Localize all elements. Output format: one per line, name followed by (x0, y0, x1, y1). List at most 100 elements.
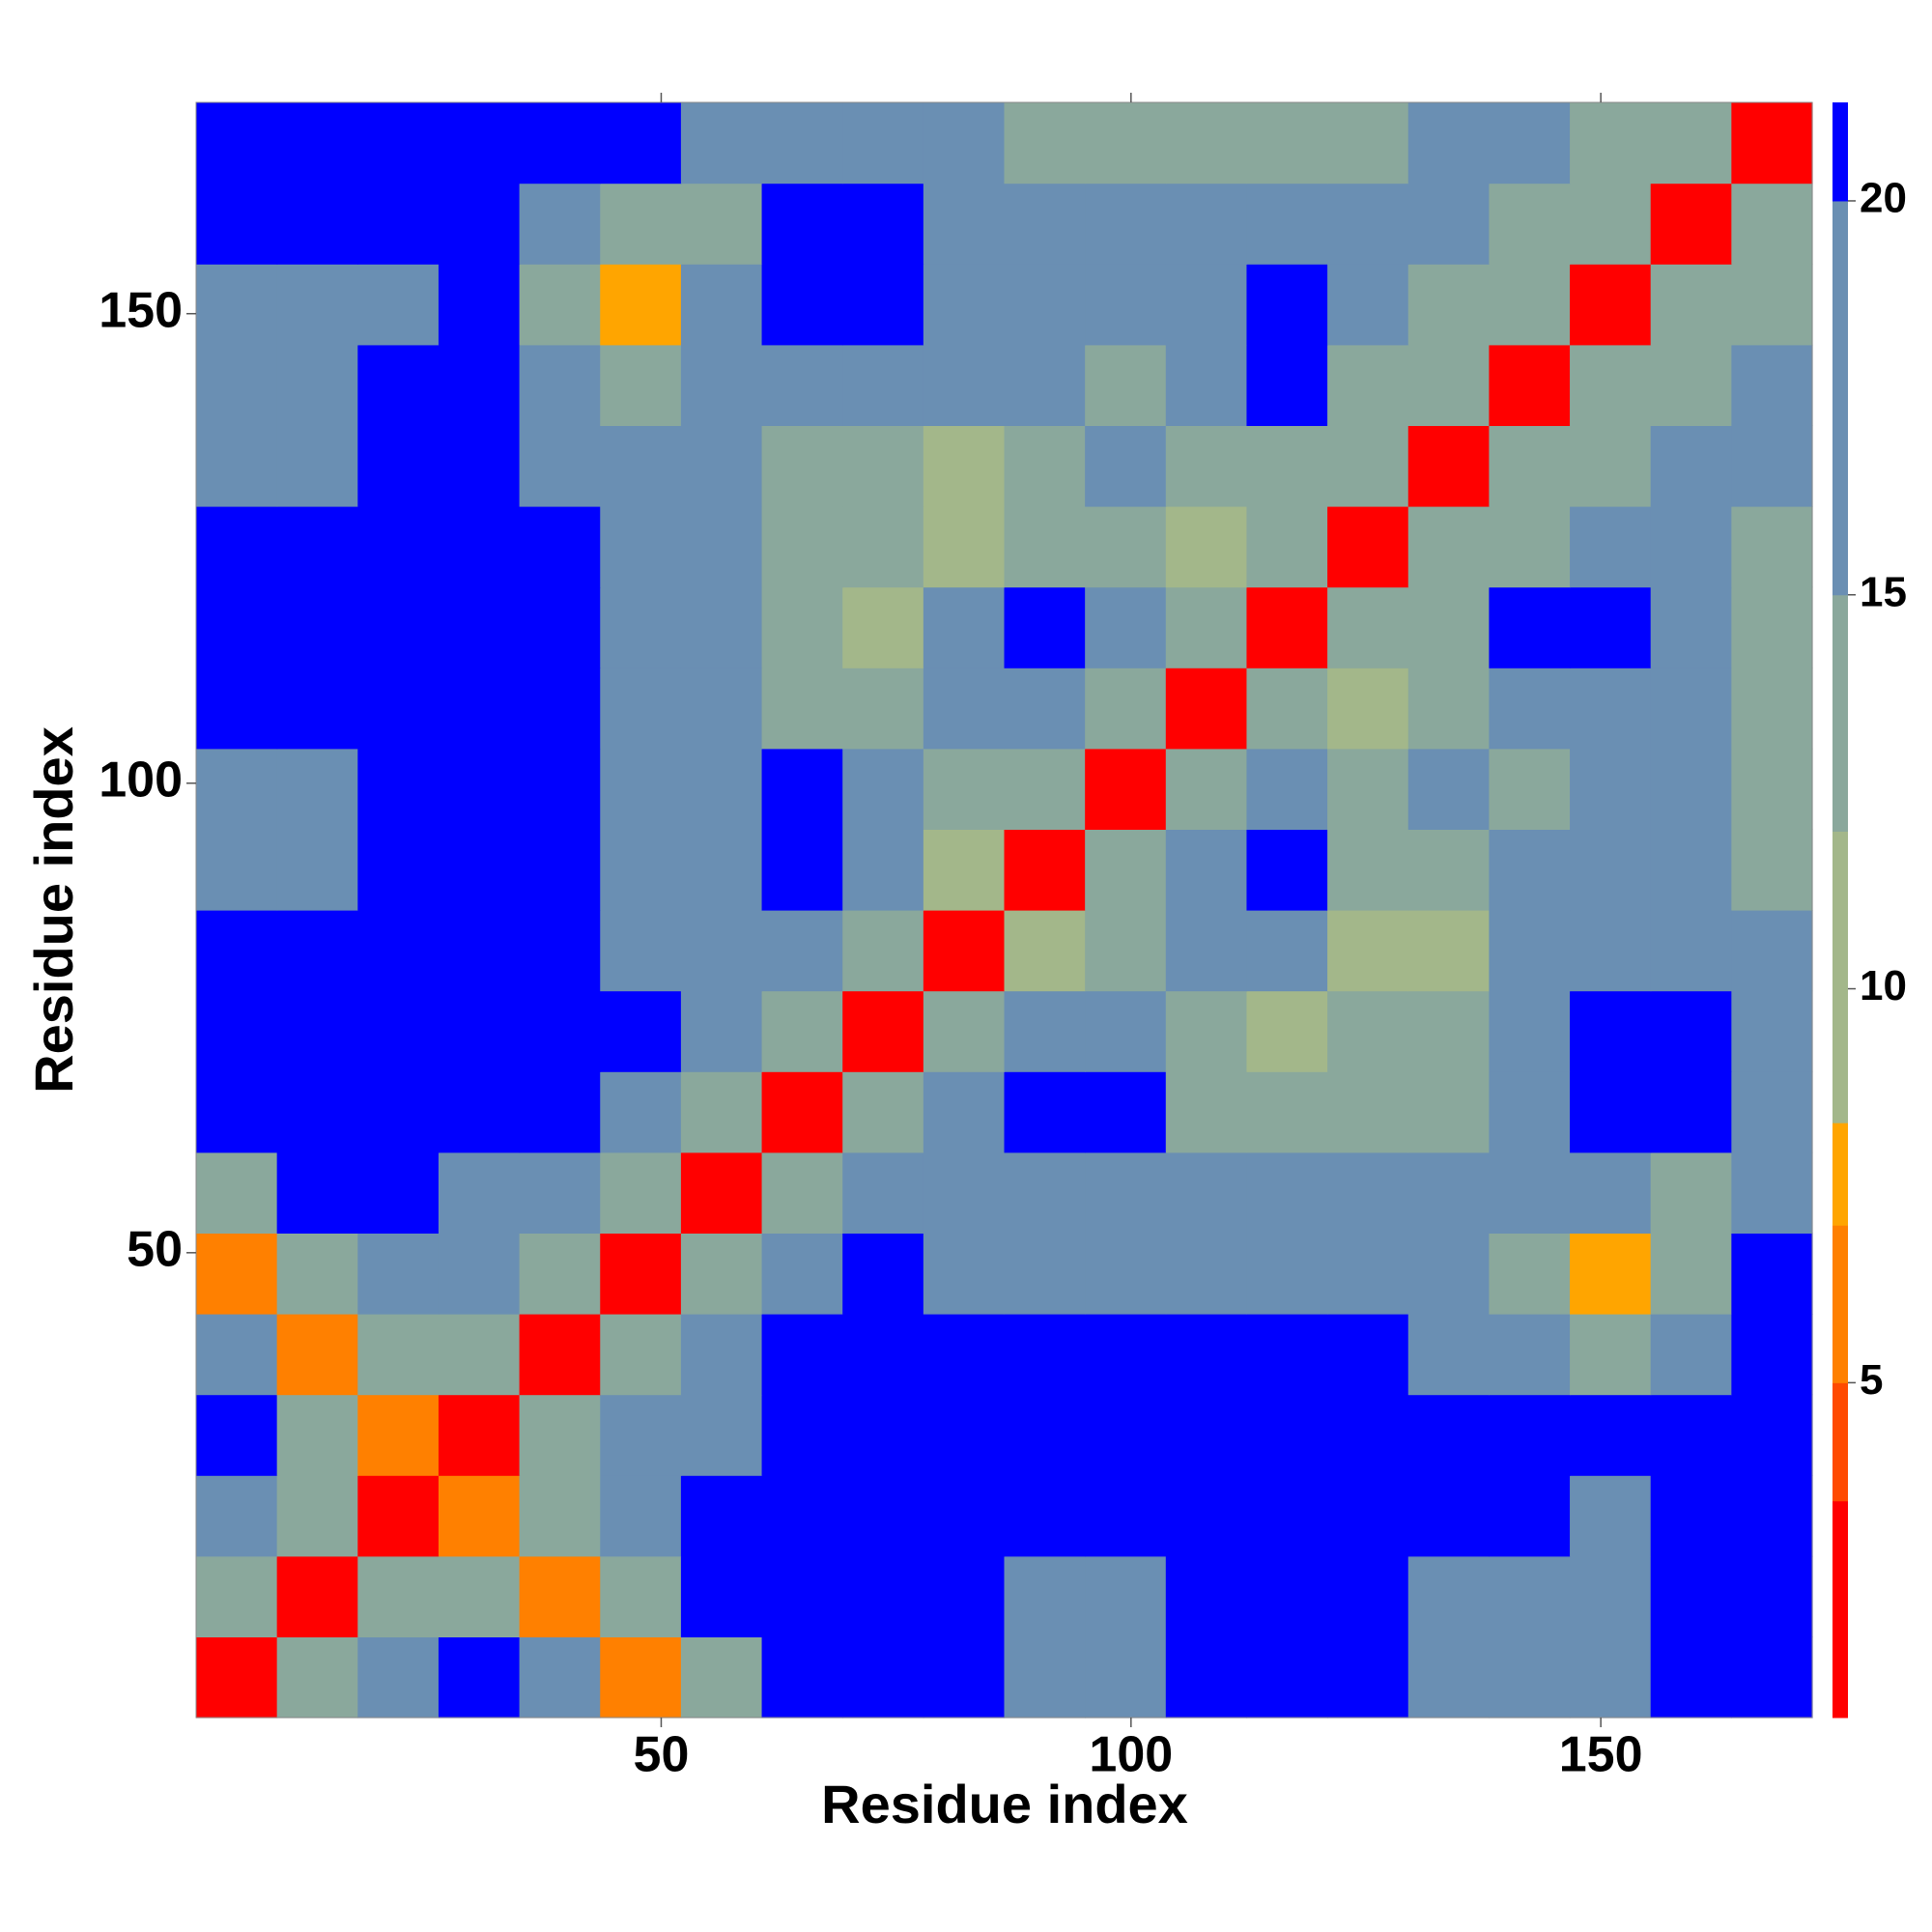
heatmap-cell (519, 1151, 601, 1234)
heatmap-cell (1407, 1314, 1490, 1396)
heatmap-cell (1085, 264, 1167, 346)
heatmap-cell (1085, 829, 1167, 911)
heatmap-cell (923, 425, 1006, 507)
heatmap-cell (1407, 1636, 1490, 1719)
heatmap-cell (680, 1475, 763, 1557)
heatmap-cell (1407, 586, 1490, 668)
heatmap-cell (1570, 1475, 1652, 1557)
heatmap-cell (1650, 183, 1732, 265)
heatmap-cell (600, 1636, 682, 1719)
heatmap-cell (1407, 1394, 1490, 1476)
heatmap-cell (1085, 910, 1167, 992)
heatmap-cell (842, 264, 924, 346)
heatmap (196, 102, 1813, 1719)
heatmap-cell (357, 506, 440, 588)
y-tick-label: 100 (99, 753, 183, 809)
heatmap-cell (842, 1555, 924, 1637)
heatmap-cell (1570, 344, 1652, 426)
heatmap-cell (1731, 1394, 1813, 1476)
heatmap-cell (357, 102, 440, 185)
colorbar-band (1833, 831, 1848, 1123)
heatmap-cell (519, 264, 601, 346)
heatmap-cell (1165, 264, 1248, 346)
heatmap-cell (357, 748, 440, 830)
heatmap-cell (1165, 1636, 1248, 1719)
heatmap-cell (842, 1314, 924, 1396)
colorbar-tick-label: 10 (1860, 962, 1907, 1009)
heatmap-cell (1004, 1151, 1086, 1234)
heatmap-cell (1489, 183, 1571, 265)
heatmap-cell (276, 1636, 358, 1719)
heatmap-cell (519, 990, 601, 1072)
heatmap-cell (1165, 1555, 1248, 1637)
heatmap-cell (1731, 1555, 1813, 1637)
heatmap-cell (1085, 586, 1167, 668)
heatmap-cell (761, 183, 843, 265)
heatmap-cell (438, 1314, 521, 1396)
heatmap-cell (1004, 668, 1086, 750)
heatmap-cell (761, 748, 843, 830)
heatmap-cell (1327, 1233, 1409, 1315)
heatmap-cell (196, 990, 278, 1072)
heatmap-cell (438, 829, 521, 911)
heatmap-cell (1489, 1394, 1571, 1476)
heatmap-cell (196, 829, 278, 911)
colorbar-band (1833, 1500, 1848, 1719)
heatmap-cell (196, 1151, 278, 1234)
heatmap-cell (519, 506, 601, 588)
heatmap-cell (761, 1314, 843, 1396)
heatmap-cell (923, 586, 1006, 668)
heatmap-cell (1731, 344, 1813, 426)
heatmap-cell (196, 1071, 278, 1153)
heatmap-cell (438, 1394, 521, 1476)
heatmap-cell (1327, 425, 1409, 507)
heatmap-cell (519, 748, 601, 830)
heatmap-cell (438, 102, 521, 185)
heatmap-cell (923, 668, 1006, 750)
x-tick-label: 50 (634, 1727, 690, 1783)
heatmap-cell (1004, 1636, 1086, 1719)
heatmap-cell (276, 1555, 358, 1637)
heatmap-cell (1650, 1475, 1732, 1557)
heatmap-cell (1731, 1151, 1813, 1234)
heatmap-cell (1165, 1071, 1248, 1153)
heatmap-cell (1327, 990, 1409, 1072)
heatmap-cell (357, 1071, 440, 1153)
heatmap-cell (519, 1233, 601, 1315)
heatmap-cell (680, 425, 763, 507)
heatmap-cell (1085, 102, 1167, 185)
heatmap-cell (923, 829, 1006, 911)
heatmap-cell (1731, 506, 1813, 588)
colorbar-band (1833, 1122, 1848, 1226)
heatmap-cell (1327, 1314, 1409, 1396)
heatmap-cell (842, 1233, 924, 1315)
heatmap-cell (680, 1636, 763, 1719)
heatmap-cell (1085, 990, 1167, 1072)
heatmap-cell (1407, 344, 1490, 426)
heatmap-cell (519, 1475, 601, 1557)
heatmap-cell (680, 1233, 763, 1315)
heatmap-cell (761, 344, 843, 426)
heatmap-cell (276, 344, 358, 426)
heatmap-cell (923, 910, 1006, 992)
heatmap-cell (357, 1636, 440, 1719)
heatmap-cell (1327, 264, 1409, 346)
heatmap-cell (1407, 668, 1490, 750)
heatmap-cell (680, 748, 763, 830)
heatmap-cell (1246, 1071, 1328, 1153)
heatmap-cell (519, 586, 601, 668)
heatmap-cell (196, 1475, 278, 1557)
heatmap-cell (357, 910, 440, 992)
heatmap-cell (1570, 1314, 1652, 1396)
heatmap-cell (1489, 1071, 1571, 1153)
heatmap-cell (438, 990, 521, 1072)
heatmap-cell (1246, 910, 1328, 992)
heatmap-cell (923, 1555, 1006, 1637)
heatmap-cell (1165, 1475, 1248, 1557)
heatmap-cell (1085, 183, 1167, 265)
heatmap-cell (923, 183, 1006, 265)
heatmap-cell (600, 1233, 682, 1315)
colorbar-band (1833, 594, 1848, 832)
heatmap-cell (1489, 344, 1571, 426)
heatmap-cell (600, 990, 682, 1072)
